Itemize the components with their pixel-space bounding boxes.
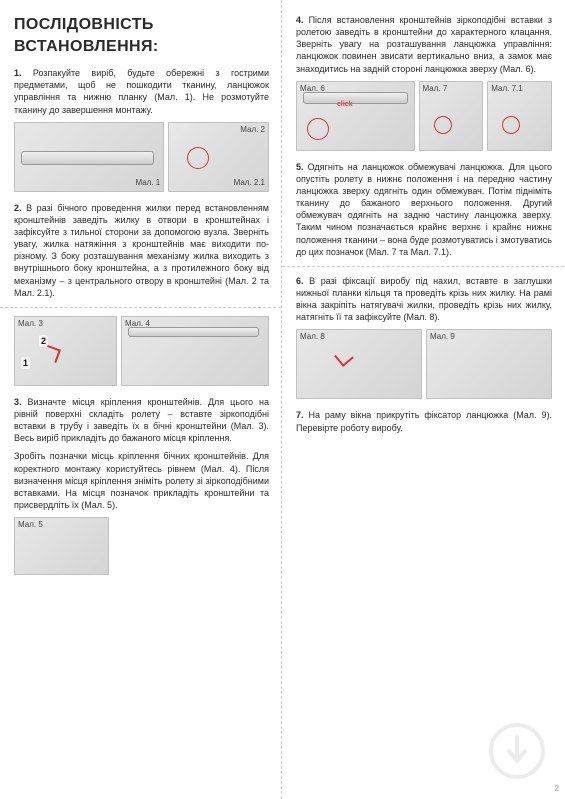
fig-21-label: Мал. 2.1 xyxy=(234,178,265,189)
step-7-body: На раму вікна прикрутіть фіксатор ланцюж… xyxy=(296,410,552,432)
step-6-num: 6. xyxy=(296,276,304,286)
figure-4: Мал. 4 xyxy=(121,316,269,386)
step-4-body: Після встановлення кронштейнів зіркоподі… xyxy=(296,15,552,74)
figure-8: Мал. 8 xyxy=(296,329,422,399)
fig-4-label: Мал. 4 xyxy=(125,319,150,330)
figure-9: Мал. 9 xyxy=(426,329,552,399)
step-1-text: 1. Розпакуйте виріб, будьте обережні з г… xyxy=(14,67,269,116)
figure-2: Мал. 2 Мал. 2.1 xyxy=(168,122,269,192)
figure-6: click Мал. 6 xyxy=(296,81,415,151)
fig-6-label: Мал. 6 xyxy=(300,84,325,95)
step-3-text: 3. Визначте місця кріплення кронштейнів.… xyxy=(14,396,269,445)
fig-9-label: Мал. 9 xyxy=(430,332,455,343)
figure-3: 1 2 Мал. 3 xyxy=(14,316,117,386)
step-3-body: Визначте місця кріплення кронштейнів. Дл… xyxy=(14,397,269,443)
fig-7-label: Мал. 7 xyxy=(423,84,448,95)
fig-5-label: Мал. 5 xyxy=(18,520,43,531)
step-2-num: 2. xyxy=(14,203,22,213)
right-divider xyxy=(282,266,564,267)
step-1-body: Розпакуйте виріб, будьте обережні з гост… xyxy=(14,68,269,114)
figure-row-1: Мал. 1 Мал. 2 Мал. 2.1 xyxy=(14,122,269,192)
figure-row-2: 1 2 Мал. 3 Мал. 4 xyxy=(14,316,269,386)
page-number: 2 xyxy=(555,784,559,795)
left-divider xyxy=(0,307,281,308)
step-1-num: 1. xyxy=(14,68,22,78)
figure-1: Мал. 1 xyxy=(14,122,164,192)
step-3-num: 3. xyxy=(14,397,22,407)
figure-5: Мал. 5 xyxy=(14,517,109,575)
fig-71-label: Мал. 7.1 xyxy=(491,84,522,95)
step-2-body: В разі бічного проведення жилки перед вс… xyxy=(14,203,269,298)
step-6-body: В разі фіксації виробу під нахил, вставт… xyxy=(296,276,552,322)
figure-row-4: click Мал. 6 Мал. 7 Мал. 7.1 xyxy=(296,81,552,151)
step-4-num: 4. xyxy=(296,15,304,25)
step-7-text: 7. На раму вікна прикрутіть фіксатор лан… xyxy=(296,409,552,433)
fig-1-label: Мал. 1 xyxy=(135,178,160,189)
step-6-text: 6. В разі фіксації виробу під нахил, вст… xyxy=(296,275,552,324)
figure-row-5: Мал. 8 Мал. 9 xyxy=(296,329,552,399)
step-7-num: 7. xyxy=(296,410,304,420)
page-title: ПОСЛІДОВНІСТЬ ВСТАНОВЛЕННЯ: xyxy=(14,14,269,57)
step-5-body: Одягніть на ланцюжок обмежувачі ланцюжка… xyxy=(296,162,552,257)
figure-7: Мал. 7 xyxy=(419,81,484,151)
click-label: click xyxy=(337,100,353,109)
figure-71: Мал. 7.1 xyxy=(487,81,552,151)
watermark-icon xyxy=(487,721,547,781)
step-5-num: 5. xyxy=(296,162,304,172)
step-2-text: 2. В разі бічного проведення жилки перед… xyxy=(14,202,269,299)
step-4-text: 4. Після встановлення кронштейнів зіркоп… xyxy=(296,14,552,75)
step-5-text: 5. Одягніть на ланцюжок обмежувачі ланцю… xyxy=(296,161,552,258)
fig-3-label: Мал. 3 xyxy=(18,319,43,330)
step-3b-text: Зробіть позначки місць кріплення бічних … xyxy=(14,450,269,511)
fig-2-label: Мал. 2 xyxy=(240,125,265,136)
fig-8-label: Мал. 8 xyxy=(300,332,325,343)
figure-row-3: Мал. 5 xyxy=(14,517,269,575)
